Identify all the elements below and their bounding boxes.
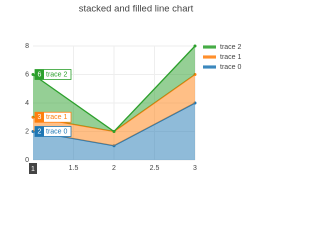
- x-tick-label: 2.5: [150, 165, 160, 172]
- legend-label: trace 1: [220, 54, 242, 61]
- x-tick-label: 3: [193, 165, 197, 172]
- hover-value-box: [35, 126, 44, 137]
- y-tick-label: 4: [25, 100, 29, 107]
- y-tick-label: 0: [25, 157, 29, 164]
- chart: stacked and filled line chart 0 2 4 6 8 1.5 2 2…: [25, 4, 242, 174]
- legend-swatch: [203, 55, 216, 59]
- hover-value: 6: [38, 71, 42, 78]
- legend-swatch: [203, 45, 216, 49]
- point: [193, 44, 197, 48]
- x-tick-label: 1.5: [69, 165, 79, 172]
- hover-x: 1: [31, 166, 35, 173]
- point: [31, 73, 35, 76]
- legend: trace 2 trace 1 trace 0: [203, 44, 242, 71]
- y-tick-label: 6: [25, 71, 29, 78]
- hover-name: trace 0: [46, 128, 68, 135]
- hover-value-box: [35, 69, 44, 80]
- hover-name: trace 1: [46, 114, 68, 121]
- y-tick-label: 2: [25, 128, 29, 135]
- y-tick-label: 8: [25, 43, 29, 50]
- area: [33, 103, 195, 160]
- hover-value: 2: [38, 128, 42, 135]
- hover-name: trace 2: [46, 71, 68, 78]
- x-tick-label: 2: [112, 165, 116, 172]
- hover-value: 3: [38, 114, 42, 121]
- legend-swatch: [203, 65, 216, 69]
- legend-label: trace 2: [220, 44, 242, 51]
- legend-label: trace 0: [220, 64, 242, 71]
- area: [33, 74, 195, 146]
- hover-x-box: [29, 163, 37, 174]
- area: [33, 46, 195, 132]
- point: [112, 130, 116, 133]
- hover-value-box: [35, 112, 44, 123]
- chart-title: stacked and filled line chart: [79, 4, 194, 15]
